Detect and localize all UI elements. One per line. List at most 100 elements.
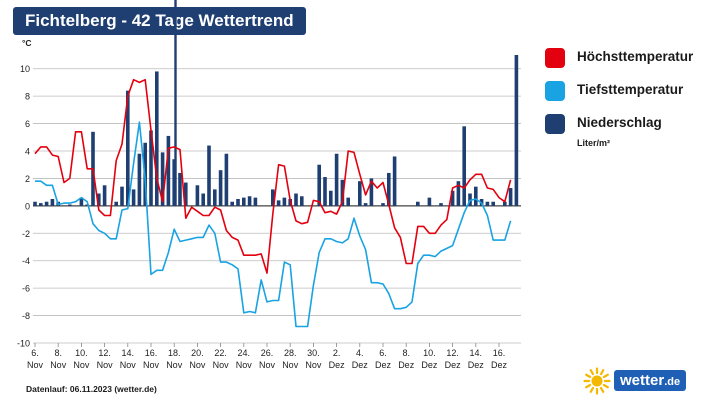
precip-bar [79,197,84,206]
precip-bar [508,188,513,206]
x-tick-label-month: Nov [120,360,137,370]
precip-bar [340,179,345,206]
precip-bar [213,189,217,206]
precip-bar [271,189,275,206]
sun-ray [589,369,595,376]
x-tick-label-day: 14. [470,348,483,358]
precip-bar [201,193,205,206]
y-tick-label: -2 [22,229,30,239]
precip-bar [114,201,118,206]
precip-bar [247,196,252,206]
precip-bar [50,199,55,206]
legend-label-min: Tiefsttemperatur [577,82,684,97]
sun-ray [599,386,605,393]
x-tick-label-day: 20. [191,348,204,358]
x-tick-label-month: Nov [73,360,90,370]
chart-axes: 10 8 6 4 2 0 -2 -4 -6 -8 -10 °C 6. Nov 8. Nov 10. Nov 12. N… [17,38,508,370]
sun-ray [599,369,605,376]
precip-bar [323,177,327,206]
x-tick-label-day: 28. [284,348,297,358]
x-tick-label-month: Dez [491,360,508,370]
y-tick-label: 0 [25,201,30,211]
precip-bar [155,71,159,206]
x-tick-label-day: 10. [75,348,88,358]
x-tick-label-month: Dez [329,360,346,370]
precip-bar [218,170,223,206]
x-tick-label-month: Nov [27,360,44,370]
precip-bar [172,159,176,206]
precip-unit-label: Liter/m² [577,138,611,148]
precip-bar [462,126,466,206]
precip-bar [97,193,101,206]
x-tick-label-month: Nov [50,360,67,370]
x-tick-label-month: Nov [213,360,230,370]
precip-bar [276,200,281,206]
x-tick-label-month: Dez [468,360,485,370]
precip-bar [230,201,234,206]
precip-bar [514,55,519,206]
x-tick-label-day: 16. [493,348,506,358]
y-tick-label: 6 [25,119,30,129]
y-tick-label: 4 [25,147,30,157]
precip-bar [317,164,321,206]
x-tick-label-day: 6. [379,348,387,358]
precip-bar [44,201,49,206]
precip-bar [334,153,339,206]
y-tick-label: -4 [22,256,30,266]
y-tick-label: 2 [25,174,30,184]
precip-bar [369,178,374,206]
precip-bar [131,189,136,206]
precip-bar [300,196,304,206]
precip-bar [236,199,240,206]
precip-bar [358,181,362,206]
x-tick-label-month: Dez [375,360,392,370]
x-tick-label-month: Nov [236,360,253,370]
precip-bar [253,197,258,206]
x-tick-label-day: 24. [238,348,251,358]
temperature-lines [34,78,512,328]
sun-ray [589,386,595,393]
precip-bar [346,197,350,206]
page-title: Fichtelberg - 42 Tage Wettertrend [13,7,306,35]
x-tick-label-day: 8. [54,348,62,358]
precip-bar [491,201,495,206]
x-tick-label-day: 2. [333,348,341,358]
precip-bar [242,197,246,206]
sun-icon [583,367,611,395]
sun-core [591,375,603,387]
precip-bar [120,186,124,206]
wetter-logo[interactable]: wetter.de [583,366,693,396]
precip-bar [149,130,153,206]
x-tick-label-day: 12. [446,348,459,358]
precip-bar [282,197,287,206]
x-tick-label-day: 12. [98,348,111,358]
precip-bars [33,0,519,206]
sun-ray [585,383,592,389]
precip-bar [178,172,182,206]
x-tick-label-day: 14. [122,348,135,358]
precip-bar [85,204,89,206]
x-tick-label-month: Dez [398,360,415,370]
precip-bar [126,90,130,206]
precip-bar [450,190,455,206]
precip-bar [363,203,368,206]
legend-swatch-precip [545,114,565,134]
y-tick-label: -10 [17,339,30,349]
legend-label-precip: Niederschlag [577,115,662,130]
precip-bar [416,201,420,206]
precip-bar [381,203,385,206]
precip-bar [456,181,461,206]
precip-bar [224,153,229,206]
precip-bar [137,153,142,206]
data-run-note: Datenlauf: 06.11.2023 (wetter.de) [26,384,157,394]
precip-bar [39,203,43,206]
sun-ray [602,383,609,389]
x-tick-label-month: Nov [189,360,206,370]
x-tick-label-day: 16. [145,348,158,358]
series-line [35,121,512,328]
y-tick-label: -8 [22,311,30,321]
precip-bar [160,152,165,206]
precip-bar [427,197,432,206]
precip-bar [184,182,188,206]
y-tick-label: 8 [25,92,30,102]
